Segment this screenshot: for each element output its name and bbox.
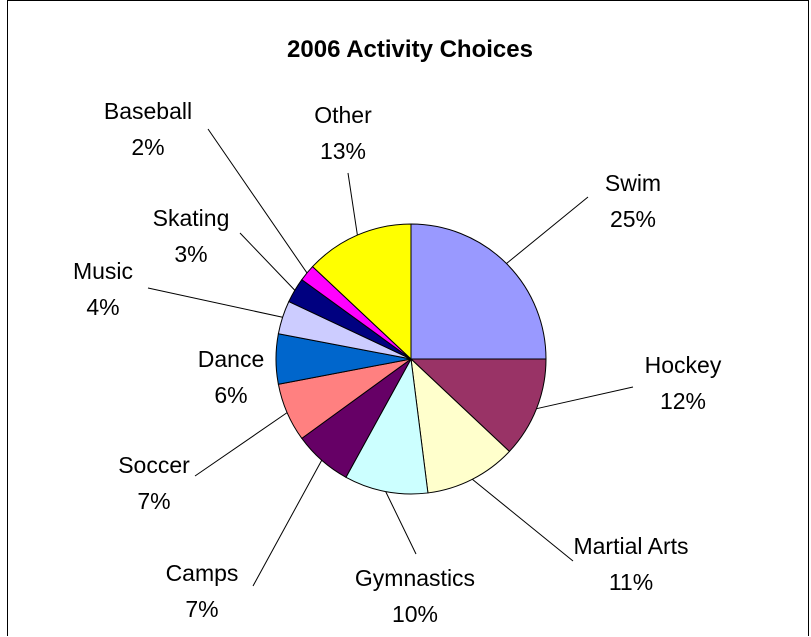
slice-label-dance: Dance — [198, 346, 264, 372]
slice-percent-other: 13% — [320, 138, 366, 164]
slice-label-hockey: Hockey — [645, 352, 722, 378]
pie-slice-swim — [410, 223, 547, 360]
chart-frame: 2006 Activity Choices Swim 25% Hockey 12% Ma… — [7, 0, 809, 636]
pie-slice-martial-arts — [410, 357, 511, 494]
pie-slices — [275, 223, 547, 495]
pie-slice-gymnastics — [345, 357, 429, 495]
slice-percent-skating: 3% — [174, 241, 207, 267]
slice-label-camps: Camps — [166, 560, 239, 586]
leader-line-skating — [239, 232, 296, 291]
slice-percent-martial-arts: 11% — [609, 569, 653, 595]
slice-percent-music: 4% — [86, 294, 119, 320]
leader-line-swim — [506, 196, 589, 264]
leader-line-camps — [252, 460, 323, 587]
slice-label-martial-arts: Martial Arts — [573, 533, 688, 559]
pie-chart: 2006 Activity Choices Swim 25% Hockey 12% Ma… — [73, 36, 722, 627]
slice-percent-baseball: 2% — [131, 134, 164, 160]
slice-label-baseball: Baseball — [104, 98, 192, 124]
slice-percent-gymnastics: 10% — [392, 601, 438, 627]
slice-percent-soccer: 7% — [137, 488, 170, 514]
leader-line-hockey — [536, 386, 634, 410]
slice-percent-dance: 6% — [214, 382, 247, 408]
slice-percent-hockey: 12% — [660, 388, 706, 414]
leader-line-gymnastics — [385, 491, 417, 555]
leader-line-music — [147, 287, 283, 318]
slice-labels: Swim 25% Hockey 12% Martial Arts 11% Gymnastic… — [73, 98, 722, 627]
slice-label-other: Other — [314, 102, 372, 128]
slice-label-gymnastics: Gymnastics — [355, 565, 475, 591]
slice-label-soccer: Soccer — [118, 452, 190, 478]
slice-label-swim: Swim — [605, 170, 661, 196]
slice-label-skating: Skating — [153, 205, 230, 231]
leader-lines — [147, 128, 634, 587]
slice-percent-swim: 25% — [610, 206, 656, 232]
pie-slice-hockey — [409, 358, 547, 453]
leader-line-soccer — [194, 412, 288, 477]
slice-label-music: Music — [73, 258, 133, 284]
slice-percent-camps: 7% — [185, 596, 218, 622]
leader-line-martial-arts — [471, 478, 574, 562]
leader-line-other — [347, 172, 358, 236]
chart-title: 2006 Activity Choices — [287, 36, 533, 63]
leader-line-baseball — [207, 128, 308, 274]
